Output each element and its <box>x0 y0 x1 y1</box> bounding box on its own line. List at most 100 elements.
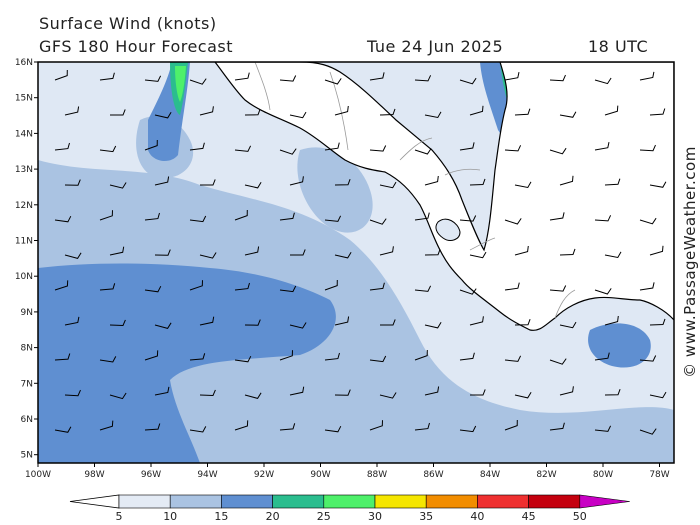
wind-barb <box>234 145 252 152</box>
lon-label: 84W <box>480 470 500 480</box>
wind-barbs <box>54 69 667 435</box>
wind-barb <box>334 316 350 326</box>
colorbar-segment <box>118 494 171 509</box>
lon-label: 92W <box>254 470 274 480</box>
wind-barb <box>504 282 520 291</box>
forecast-date: Tue 24 Jun 2025 <box>367 37 504 56</box>
wind-barb <box>369 145 387 152</box>
wind-barb <box>54 353 71 361</box>
wind-barb <box>604 105 619 116</box>
wind-barb <box>99 283 116 291</box>
wind-barb <box>290 249 306 256</box>
wind-barb <box>144 75 162 82</box>
wind-barb <box>54 280 69 291</box>
lat-label: 11N <box>15 237 33 247</box>
wind-barb <box>199 389 216 397</box>
wind-barb <box>504 71 520 81</box>
wind-barb <box>279 285 297 293</box>
wind-barb <box>279 350 293 361</box>
map-area <box>38 62 674 463</box>
wind-barb <box>144 423 161 431</box>
wind-barb <box>514 392 532 399</box>
wind-barb <box>414 212 430 221</box>
wind-barb <box>144 212 160 221</box>
wind-barb <box>154 322 172 329</box>
wind-barb <box>649 181 667 188</box>
wind-barb <box>459 142 475 151</box>
wind-barb <box>559 386 574 396</box>
wind-barb <box>594 77 612 85</box>
wind-barb <box>504 419 518 431</box>
latitude-labels: 16N 15N 14N 13N 12N 11N 10N 9N 8N 7N 6N 5N <box>15 58 38 461</box>
wind-barb <box>289 386 305 396</box>
lon-label: 78W <box>649 470 669 480</box>
wind-barb <box>594 215 612 222</box>
wind-barb <box>109 182 127 189</box>
wind-barb <box>244 109 261 116</box>
wind-barb <box>459 425 477 433</box>
wind-barb <box>639 217 657 225</box>
wind-barb <box>369 72 385 81</box>
wind-barb <box>234 209 248 221</box>
wind-barb <box>459 77 477 85</box>
wind-barb <box>289 111 307 119</box>
wind-barb <box>109 246 125 256</box>
wind-barb <box>594 425 612 432</box>
wind-barb <box>549 285 567 292</box>
colorbar-label: 35 <box>419 510 433 523</box>
lat-label: 8N <box>21 344 33 354</box>
wind-barb <box>649 391 667 399</box>
wind-barb <box>639 144 656 152</box>
wind-zone-moderate <box>38 160 674 463</box>
wind-barb <box>549 358 567 365</box>
wind-barb <box>549 74 566 82</box>
wind-barb <box>154 176 170 186</box>
wind-barb <box>144 139 158 151</box>
colorbar-segment <box>272 494 325 509</box>
wind-barb <box>604 251 622 259</box>
wind-barb <box>324 425 342 433</box>
wind-barb <box>334 252 352 259</box>
wind-barb <box>514 181 532 189</box>
colorbar-label: 5 <box>116 510 123 523</box>
wind-barb <box>334 179 351 186</box>
lat-label: 9N <box>21 308 33 318</box>
wind-barb <box>414 75 432 82</box>
colorbar-segment <box>323 494 376 509</box>
wind-barb <box>424 322 442 329</box>
wind-barb <box>64 179 81 186</box>
wind-barb <box>324 279 338 291</box>
wind-barb <box>414 148 432 155</box>
colorbar-label: 20 <box>266 510 280 523</box>
wind-barb <box>469 316 484 326</box>
wind-barb <box>549 147 567 155</box>
wind-barb <box>199 106 214 116</box>
wind-barb <box>469 105 484 116</box>
lat-label: 5N <box>21 451 33 461</box>
wind-barb <box>324 352 340 361</box>
colorbar-label: 10 <box>163 510 177 523</box>
wind-barb <box>289 176 304 186</box>
wind-barb <box>559 321 577 329</box>
wind-barb <box>234 72 250 81</box>
lake-nicaragua <box>435 218 461 241</box>
wind-barb <box>379 181 397 189</box>
wind-barb <box>189 280 203 291</box>
wind-zone-moderate <box>297 147 373 233</box>
wind-barb <box>369 218 387 225</box>
wind-barb <box>154 112 172 119</box>
wind-barb <box>54 426 72 433</box>
lon-label: 86W <box>423 470 443 480</box>
wind-barb <box>649 245 664 256</box>
wind-barb <box>109 392 127 400</box>
lon-label: 88W <box>367 470 387 480</box>
wind-barb <box>99 145 117 153</box>
wind-barb <box>54 69 68 81</box>
lon-label: 100W <box>25 470 51 480</box>
wind-barb <box>414 422 430 431</box>
wind-barb <box>469 251 487 259</box>
lat-label: 7N <box>21 379 33 389</box>
wind-barb <box>639 355 657 362</box>
wind-barb <box>379 246 394 256</box>
wind-barb <box>279 148 297 155</box>
